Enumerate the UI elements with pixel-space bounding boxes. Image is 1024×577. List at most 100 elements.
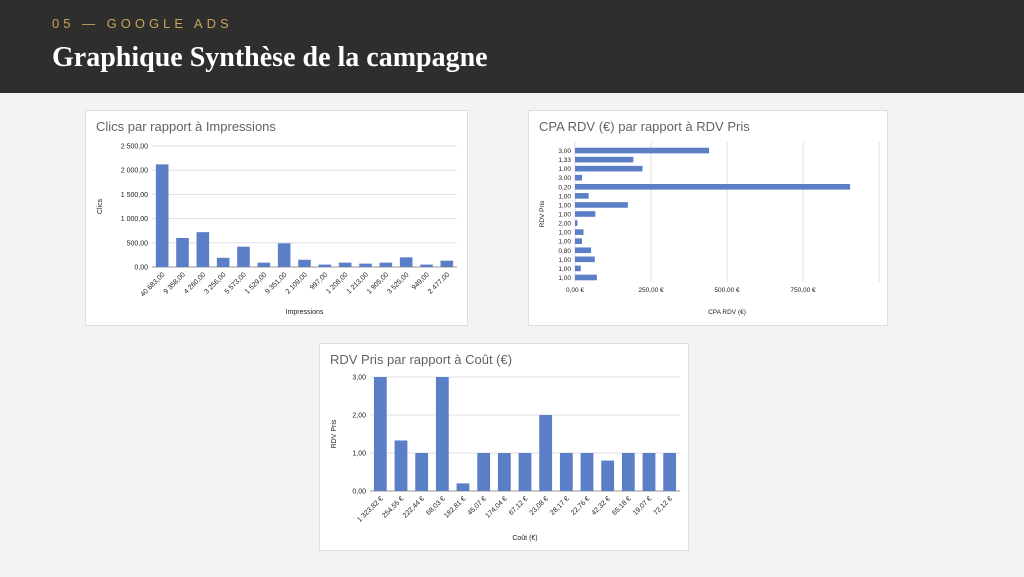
- x-tick-label: 40 683,00: [140, 271, 167, 298]
- bar: [497, 453, 511, 491]
- bar: [176, 237, 189, 267]
- chart-card-clics-impressions: 0,00 500,00 1 000,00 1 500,00 2 000,00 2 500,…: [85, 110, 468, 326]
- bar: [575, 174, 582, 181]
- y-tick-label: 1,00: [558, 275, 571, 282]
- x-tick-label: 19,07 €: [632, 495, 654, 517]
- y-tick-label: 3,00: [352, 375, 366, 382]
- y-tick-label: 0,20: [558, 184, 571, 191]
- bar: [440, 260, 454, 267]
- bar: [379, 262, 393, 267]
- x-tick-label: 67,12 €: [508, 495, 530, 517]
- y-tick-label: 2 000,00: [121, 168, 148, 175]
- bar: [601, 460, 615, 491]
- y-tick-label: 1,00: [558, 239, 571, 246]
- y-axis-title: RDV Pris: [331, 419, 338, 448]
- bar: [575, 147, 710, 154]
- bar: [420, 264, 433, 267]
- x-tick-label: 3 525,00: [386, 271, 410, 295]
- bar: [580, 453, 594, 491]
- x-tick-label: 23,08 €: [529, 495, 551, 517]
- bar: [415, 453, 429, 491]
- chart-title: RDV Pris par rapport à Coût (€): [330, 352, 513, 367]
- bar: [373, 377, 387, 491]
- bar: [642, 453, 656, 491]
- chart-clics-impressions: 0,00 500,00 1 000,00 1 500,00 2 000,00 2 500,…: [97, 144, 457, 316]
- x-tick-label: 1 323,82 €: [356, 495, 384, 523]
- x-axis-title: Coût (€): [512, 535, 537, 542]
- y-tick-label: 2,00: [558, 221, 571, 228]
- page-title: Graphique Synthèse de la campagne: [52, 42, 488, 73]
- chart-title: Clics par rapport à Impressions: [96, 119, 276, 134]
- y-tick-label: 3,00: [558, 148, 571, 155]
- x-tick-label: 42,32 €: [591, 495, 613, 517]
- bar: [338, 262, 352, 267]
- y-tick-label: 1,00: [558, 193, 571, 200]
- x-axis-title: CPA RDV (€): [708, 309, 746, 316]
- x-tick-label: 2 109,00: [285, 271, 309, 295]
- bar: [518, 453, 532, 491]
- bar: [456, 483, 470, 491]
- y-tick-label: 0,00: [134, 265, 148, 272]
- y-tick-label: 1,00: [558, 230, 571, 237]
- y-tick-label: 1,00: [558, 202, 571, 209]
- bar: [663, 453, 677, 491]
- bar: [575, 220, 578, 226]
- y-tick-label: 500,00: [127, 240, 149, 247]
- y-tick-label: 1,00: [558, 266, 571, 273]
- chart-title: CPA RDV (€) par rapport à RDV Pris: [539, 119, 750, 134]
- y-tick-label: 3,00: [558, 175, 571, 182]
- bar: [539, 415, 553, 491]
- section-kicker: 05 — GOOGLE ADS: [52, 16, 233, 31]
- x-tick-label: 65,18 €: [611, 495, 633, 517]
- bar: [575, 247, 592, 254]
- y-tick-label: 2 500,00: [121, 144, 148, 151]
- bar: [575, 238, 582, 245]
- bar: [575, 265, 581, 272]
- y-tick-label: 1 000,00: [121, 216, 148, 223]
- x-tick-label: 500,00 €: [714, 287, 740, 294]
- x-tick-label: 22,76 €: [570, 495, 592, 517]
- chart-card-rdv-cout: 0,00 1,00 2,00 3,00 1 323,82 €254,55 €222,44…: [319, 343, 689, 551]
- bar: [435, 377, 449, 491]
- y-axis-title: RDV Pris: [539, 200, 546, 227]
- y-tick-label: 1 500,00: [121, 192, 148, 199]
- y-tick-label: 2,00: [352, 413, 366, 420]
- bar: [575, 183, 851, 190]
- x-tick-label: 28,17 €: [549, 495, 571, 517]
- chart-cpa-rdv: 0,00 € 250,00 € 500,00 € 750,00 € 3,00 1,33 1,…: [539, 142, 880, 316]
- x-tick-label: 2 477,00: [427, 271, 451, 295]
- y-tick-label: 1,00: [558, 212, 571, 219]
- y-tick-label: 0,80: [558, 248, 571, 255]
- bar: [575, 229, 584, 235]
- x-tick-label: 222,44 €: [402, 495, 426, 519]
- bar: [575, 256, 595, 263]
- bar: [394, 440, 408, 491]
- chart-card-cpa-rdv: 0,00 € 250,00 € 500,00 € 750,00 € 3,00 1,33 1,…: [528, 110, 888, 326]
- x-tick-label: 250,00 €: [638, 287, 664, 294]
- bar: [257, 262, 271, 267]
- bar: [575, 211, 596, 217]
- y-tick-label: 0,00: [352, 489, 366, 496]
- x-axis-title: Impressions: [286, 309, 324, 316]
- bar: [155, 164, 169, 267]
- bar: [298, 259, 311, 267]
- bar: [575, 156, 634, 163]
- y-tick-label: 1,00: [558, 166, 571, 173]
- bar: [621, 453, 635, 491]
- y-tick-label: 1,00: [352, 451, 366, 458]
- y-tick-label: 1,00: [558, 257, 571, 264]
- bar: [318, 264, 332, 267]
- y-tick-label: 1,33: [558, 157, 571, 164]
- slide-header: 05 — GOOGLE ADS Graphique Synthèse de la…: [0, 0, 1024, 93]
- x-tick-label: 750,00 €: [790, 287, 816, 294]
- bar: [216, 257, 230, 267]
- x-tick-label: 182,81 €: [443, 495, 467, 519]
- bar: [575, 274, 597, 281]
- chart-rdv-cout: 0,001,002,003,001 323,82 €254,55 €222,44…: [331, 375, 680, 542]
- bar: [399, 257, 413, 267]
- bar: [277, 243, 291, 267]
- bar: [477, 453, 491, 491]
- x-tick-label: 0,00 €: [566, 287, 584, 294]
- bar: [359, 263, 372, 267]
- bar: [575, 202, 628, 208]
